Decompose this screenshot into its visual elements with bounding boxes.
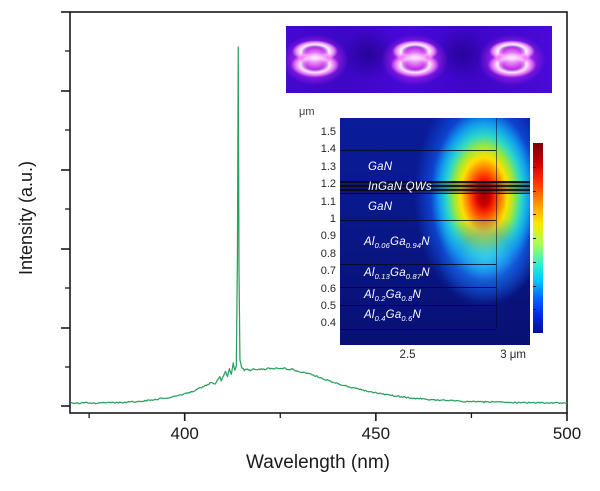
microdisk-device <box>473 27 552 93</box>
x-axis-label: Wavelength (nm) <box>246 452 390 473</box>
x-tick-label: 450 <box>361 424 391 443</box>
x-tick-label: 500 <box>552 424 582 443</box>
sim-y-tick-label: 0.6 <box>320 282 336 295</box>
spectrum-line <box>69 46 568 405</box>
colorbar-tick <box>533 285 536 287</box>
layer-boundary-line <box>340 286 497 288</box>
colorbar <box>533 143 543 333</box>
layer-label: Al0.4Ga0.6N <box>364 308 421 323</box>
sim-y-tick-label: 0.9 <box>320 230 336 243</box>
sim-y-tick-label: 1.3 <box>320 160 336 173</box>
secondary-mode-glow <box>426 203 530 313</box>
sim-y-tick-label: 1 <box>329 213 336 225</box>
colorbar-tick <box>533 238 536 239</box>
x-tick-label: 400 <box>170 424 199 443</box>
sim-y-tick-label: 1.4 <box>320 143 336 156</box>
pillar-edge-line <box>496 118 498 329</box>
colorbar-tick <box>533 166 536 168</box>
sim-y-tick-label: 1.2 <box>320 178 336 191</box>
layer-label: Al0.13Ga0.87N <box>364 266 430 282</box>
microdisk-device <box>376 27 454 93</box>
layer-boundary-line <box>340 305 497 307</box>
mode-profile-heatmap: GaN InGaN QWs GaN Al0.06Ga0.94N Al0.13Ga0.87… <box>340 118 530 345</box>
sim-y-tick-label: 1.5 <box>320 126 336 138</box>
layer-label: GaN <box>368 200 393 213</box>
colorbar-tick <box>533 309 536 311</box>
microdisk-core <box>497 47 528 69</box>
sim-y-tick-label: 0.5 <box>320 300 336 312</box>
colorbar-tick <box>533 190 536 192</box>
sim-y-axis-unit-label: μm <box>299 106 315 118</box>
microdisk-photo-inset <box>286 26 552 93</box>
layer-boundary-line <box>340 220 497 221</box>
layer-label: GaN <box>368 160 393 173</box>
sim-y-tick-label: 0.7 <box>320 265 336 278</box>
layer-label: Al0.06Ga0.94N <box>364 236 430 251</box>
layer-boundary-line <box>340 150 497 152</box>
microdisk-device <box>286 27 355 93</box>
layer-boundary-line <box>340 328 497 330</box>
y-axis-label: Intensity (a.u.) <box>16 160 36 276</box>
microdisk-core <box>300 47 331 69</box>
colorbar-tick <box>533 214 536 216</box>
sim-x-tick-label: 2.5 <box>399 349 416 361</box>
sim-y-tick-label: 0.4 <box>320 317 336 330</box>
layer-label: InGaN QWs <box>368 180 432 193</box>
colorbar-tick <box>533 261 536 263</box>
sim-y-tick-label: 1.1 <box>320 195 336 208</box>
plot-frame <box>69 11 568 414</box>
sim-y-tick-label: 0.8 <box>320 247 336 260</box>
layer-label: Al0.2Ga0.8N <box>364 288 421 303</box>
microdisk-core <box>400 47 430 69</box>
layer-boundary-line <box>340 264 497 266</box>
sim-x-tick-label: 3 μm <box>500 349 527 361</box>
ingan-qw-band <box>340 180 530 194</box>
